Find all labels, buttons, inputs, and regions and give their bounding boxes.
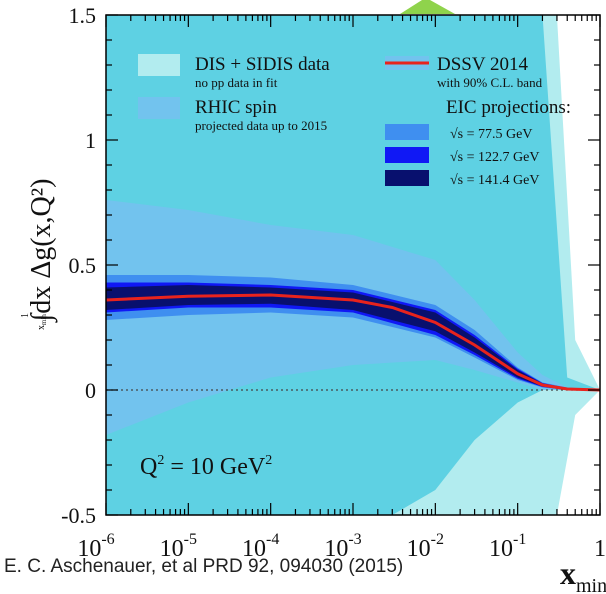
x-tick-label: 10-1 [489, 531, 526, 562]
legend-note-dssv: with 90% C.L. band [437, 75, 543, 90]
legend-swatch-eic-1 [385, 124, 429, 140]
q2-annotation: Q2 = 10 GeV2 [140, 453, 272, 480]
x-tick-label: 10-5 [160, 531, 197, 562]
legend-eic-title: EIC projections: [446, 97, 571, 118]
x-axis-label: xmin [560, 555, 606, 594]
dssv-central-curve [106, 293, 600, 392]
y-axis-lower-limit: xmin [36, 314, 48, 330]
y-axis-label: ∫dx Δg(x,Q²) [26, 179, 58, 324]
legend-label-dssv: DSSV 2014 [437, 54, 528, 75]
legend-swatch-eic-3 [385, 170, 429, 186]
x-tick-labels: 10-6 10-5 10-4 10-3 10-2 10-1 1 [77, 531, 606, 562]
y-tick-label: 0.5 [69, 253, 97, 278]
legend-label-rhic: RHIC spin [195, 97, 277, 118]
legend-label-dis: DIS + SIDIS data [195, 54, 330, 75]
q2-annotation-sup: 2 [157, 453, 164, 468]
legend-label-eic-2: √s = 122.7 GeV [450, 150, 539, 165]
y-axis-upper-limit: 1 [20, 313, 31, 318]
legend-note-dis: no pp data in fit [195, 75, 278, 90]
citation: E. C. Aschenauer, et al PRD 92, 094030 (… [4, 556, 404, 577]
y-tick-label: -0.5 [61, 503, 96, 528]
svg-text:∫dx Δg(x,Q²): ∫dx Δg(x,Q²) [26, 179, 58, 324]
x-tick-label: 10-3 [324, 531, 361, 562]
uncertainty-bands [106, 15, 600, 515]
q2-annotation-sup2: 2 [265, 453, 272, 468]
x-tick-label: 10-6 [77, 531, 114, 562]
band-s-141-4-gev [106, 285, 600, 390]
y-tick-label: 1 [85, 128, 96, 153]
y-tick-label: 1.5 [69, 3, 97, 28]
legend-note-rhic: projected data up to 2015 [195, 118, 327, 133]
y-lower-limit-sub: min [40, 314, 48, 325]
x-axis-label-x: x [560, 555, 576, 591]
legend-label-eic-3: √s = 141.4 GeV [450, 173, 539, 188]
y-lower-limit-x: x [36, 325, 47, 330]
q2-annotation-q: Q [140, 454, 157, 480]
y-tick-labels: 1.5 1 0.5 0 -0.5 [61, 3, 96, 528]
x-tick-label: 10-2 [407, 531, 444, 562]
axis-ticks [105, 14, 601, 516]
legend-swatch-eic-2 [385, 147, 429, 163]
y-tick-label: 0 [85, 378, 96, 403]
plot-area [106, 15, 600, 515]
x-tick-label: 10-4 [242, 531, 279, 562]
legend-label-eic-1: √s = 77.5 GeV [450, 127, 532, 142]
x-axis-label-sub: min [576, 575, 606, 594]
y-axis-label-text: ∫dx Δg(x,Q²) [26, 179, 58, 324]
legend-swatch-dis [138, 54, 180, 76]
q2-annotation-value: = 10 GeV [164, 454, 266, 480]
legend-swatch-rhic [138, 97, 180, 119]
x-tick-label: 1 [594, 536, 606, 562]
arrow-tip-icon [400, 0, 455, 14]
legend: DIS + SIDIS data no pp data in fit RHIC … [138, 54, 571, 188]
